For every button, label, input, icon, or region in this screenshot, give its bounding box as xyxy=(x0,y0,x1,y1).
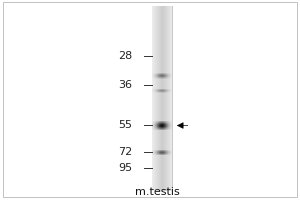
Bar xyxy=(170,6,172,191)
Text: 95: 95 xyxy=(118,163,132,173)
Bar xyxy=(152,6,154,191)
Text: 72: 72 xyxy=(118,147,132,157)
Bar xyxy=(162,6,163,191)
Bar xyxy=(168,6,169,191)
Bar xyxy=(159,6,160,191)
Bar xyxy=(152,6,172,191)
Text: m.testis: m.testis xyxy=(135,187,180,197)
Text: 55: 55 xyxy=(118,120,132,130)
Bar xyxy=(161,6,162,191)
Bar xyxy=(155,6,156,191)
Bar xyxy=(154,6,155,191)
Text: 28: 28 xyxy=(118,51,132,61)
Text: 36: 36 xyxy=(118,80,132,90)
Bar xyxy=(157,6,158,191)
Bar xyxy=(163,6,164,191)
Bar xyxy=(169,6,170,191)
Bar xyxy=(160,6,161,191)
Bar xyxy=(158,6,159,191)
Bar xyxy=(156,6,157,191)
Bar xyxy=(165,6,166,191)
Bar xyxy=(167,6,168,191)
Bar xyxy=(166,6,167,191)
Bar xyxy=(164,6,165,191)
